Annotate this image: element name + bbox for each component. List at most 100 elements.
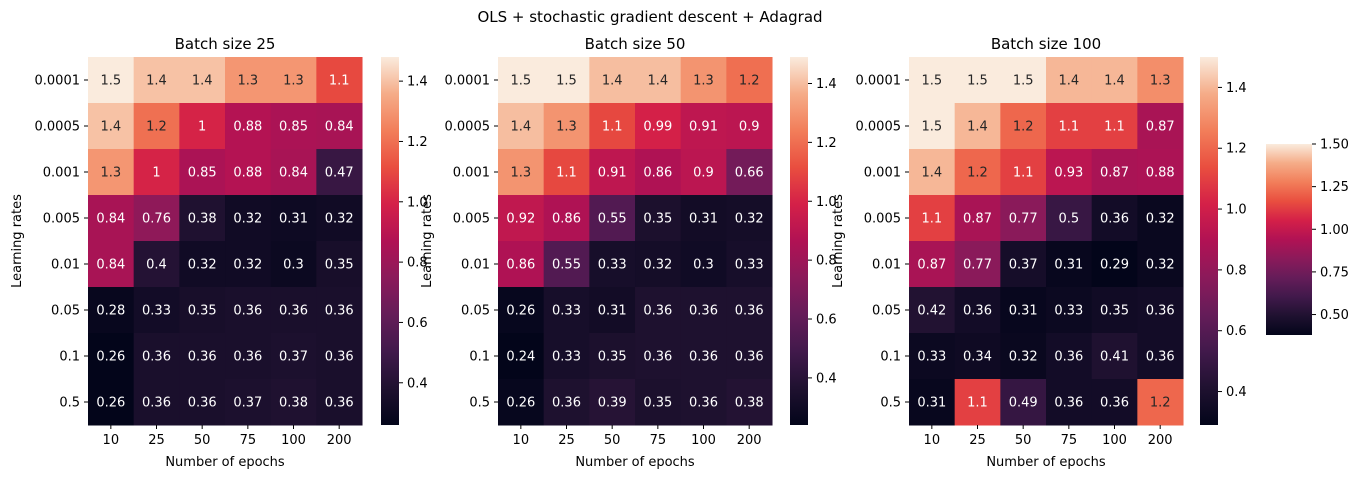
heatmap-cell (498, 149, 545, 196)
cell-annotation: 0.35 (1100, 304, 1129, 319)
cell-annotation: 0.33 (735, 258, 764, 273)
heatmap-cell (225, 379, 272, 426)
heatmap-cell (954, 287, 1001, 334)
heatmap-cell (316, 57, 363, 104)
x-tick-label: 200 (1148, 433, 1173, 448)
cell-annotation: 0.99 (643, 120, 672, 135)
cell-annotation: 1.2 (146, 120, 167, 135)
heatmap-cell (635, 241, 682, 288)
y-tick-label: 0.5 (59, 396, 80, 411)
cell-annotation: 0.33 (1054, 304, 1083, 319)
cell-annotation: 0.32 (325, 212, 354, 227)
x-tick-label: 25 (969, 433, 986, 448)
cell-annotation: 1.4 (921, 166, 942, 181)
heatmap-cell (1046, 195, 1093, 242)
cell-annotation: 0.37 (1009, 258, 1038, 273)
heatmap-cell (225, 241, 272, 288)
cell-annotation: 0.32 (643, 258, 672, 273)
cell-annotation: 0.31 (1054, 258, 1083, 273)
cell-annotation: 0.42 (917, 304, 946, 319)
cell-annotation: 0.36 (325, 350, 354, 365)
colorbar-tick-label: 1.0 (816, 195, 837, 210)
y-tick-label: 0.0005 (856, 120, 902, 135)
y-tick-label: 0.5 (880, 396, 901, 411)
heatmap-cell (179, 149, 226, 196)
heatmap-cell (1091, 57, 1138, 104)
colorbar-tick-label: 1.2 (816, 136, 837, 151)
heatmap-cell (179, 333, 226, 380)
colorbar-tick-label: 1.25 (1320, 180, 1349, 195)
heatmap-cell (316, 287, 363, 334)
panel-title: Batch size 100 (991, 35, 1101, 53)
cell-annotation: 1.5 (556, 74, 577, 89)
heatmap-cell (909, 149, 956, 196)
colorbar-tick-label: 0.6 (1226, 324, 1247, 339)
cell-annotation: 1.1 (921, 212, 942, 227)
heatmap-cell (316, 149, 363, 196)
y-tick-label: 0.05 (872, 304, 901, 319)
cell-annotation: 0.87 (1146, 120, 1175, 135)
y-axis-label: Learning rates (831, 194, 846, 288)
cell-annotation: 0.39 (598, 396, 627, 411)
x-tick-label: 50 (604, 433, 621, 448)
cell-annotation: 0.36 (689, 304, 718, 319)
cell-annotation: 1.1 (602, 120, 623, 135)
heatmap-cell (88, 149, 135, 196)
cell-annotation: 0.36 (1146, 350, 1175, 365)
colorbar-tick-label: 0.4 (407, 376, 428, 391)
heatmap-cell (316, 333, 363, 380)
cell-annotation: 1.3 (693, 74, 714, 89)
cell-annotation: 0.34 (963, 350, 992, 365)
y-tick-label: 0.0001 (445, 74, 491, 89)
heatmap-cell (909, 333, 956, 380)
cell-annotation: 0.33 (552, 350, 581, 365)
cell-annotation: 0.36 (325, 396, 354, 411)
colorbar-tick-label: 0.4 (1226, 385, 1247, 400)
cell-annotation: 0.32 (1009, 350, 1038, 365)
heatmap-cell (133, 333, 180, 380)
heatmap-cell (270, 379, 317, 426)
colorbar-gradient (1200, 57, 1218, 425)
colorbar-tick-label: 1.2 (407, 135, 428, 150)
heatmap-cell (88, 287, 135, 334)
panel-title: Batch size 50 (585, 35, 686, 53)
heatmap-cell (270, 333, 317, 380)
cell-annotation: 0.36 (142, 396, 171, 411)
cell-annotation: 0.33 (142, 304, 171, 319)
heatmap-cell (270, 287, 317, 334)
cell-annotation: 0.31 (917, 396, 946, 411)
colorbar-gradient (790, 57, 808, 425)
cell-annotation: 0.85 (188, 166, 217, 181)
heatmap-cell (726, 149, 773, 196)
heatmap-cell (589, 379, 636, 426)
heatmap-cell (1046, 287, 1093, 334)
cell-annotation: 0.31 (689, 212, 718, 227)
cell-annotation: 0.32 (1146, 212, 1175, 227)
cell-annotation: 0.38 (279, 396, 308, 411)
cell-annotation: 0.84 (279, 166, 308, 181)
cell-annotation: 0.88 (233, 166, 262, 181)
panel-title: Batch size 25 (175, 35, 276, 53)
heatmap-cell (543, 287, 590, 334)
colorbar: 0.4 0.6 0.8 1.0 1.2 1.4 (790, 57, 837, 425)
heatmap-cell (635, 103, 682, 150)
cell-annotation: 1.4 (192, 74, 213, 89)
cell-annotation: 1.3 (283, 74, 304, 89)
heatmap-cell (1137, 241, 1184, 288)
heatmap-cell (1137, 195, 1184, 242)
heatmap-cell (88, 379, 135, 426)
cell-annotation: 0.35 (598, 350, 627, 365)
colorbar-tick-label: 0.4 (816, 371, 837, 386)
cell-annotation: 0.87 (1100, 166, 1129, 181)
heatmap-cell (1000, 241, 1047, 288)
cell-annotation: 0.92 (506, 212, 535, 227)
x-tick-label: 10 (513, 433, 530, 448)
cell-annotation: 0.66 (735, 166, 764, 181)
heatmap-cell (954, 379, 1001, 426)
heatmap-cell (589, 103, 636, 150)
x-tick-label: 25 (558, 433, 575, 448)
x-tick-label: 10 (103, 433, 120, 448)
cell-annotation: 0.76 (142, 212, 171, 227)
heatmap-cell (680, 103, 727, 150)
